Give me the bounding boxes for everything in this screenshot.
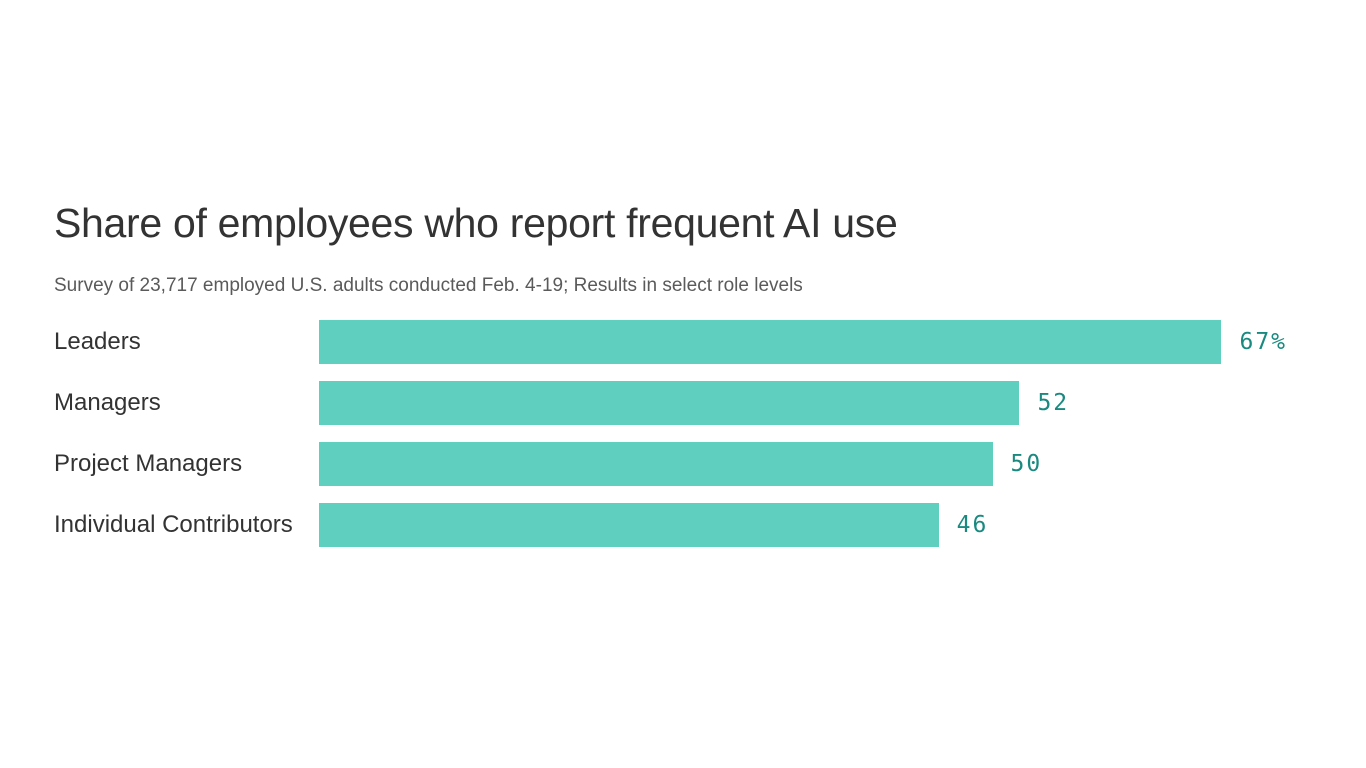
bar-rows: Leaders 67% Managers 52 Project Managers 50 In…	[54, 320, 1287, 547]
bar	[319, 442, 993, 486]
bar-row: Individual Contributors 46	[54, 503, 1287, 547]
value-label: 52	[1037, 390, 1070, 416]
chart-title: Share of employees who report frequent A…	[54, 200, 898, 246]
category-label: Individual Contributors	[54, 511, 293, 538]
bar-row: Project Managers 50	[54, 442, 1287, 486]
bar	[319, 503, 939, 547]
category-label: Managers	[54, 389, 161, 416]
chart-subtitle: Survey of 23,717 employed U.S. adults co…	[54, 275, 803, 296]
category-label: Leaders	[54, 328, 141, 355]
value-label: 46	[956, 512, 989, 538]
bar-row: Managers 52	[54, 381, 1287, 425]
bar-row: Leaders 67%	[54, 320, 1287, 364]
bar	[319, 381, 1020, 425]
category-label: Project Managers	[54, 450, 243, 477]
value-label: 50	[1010, 451, 1043, 477]
value-label: 67%	[1239, 329, 1288, 355]
bar	[319, 320, 1222, 364]
